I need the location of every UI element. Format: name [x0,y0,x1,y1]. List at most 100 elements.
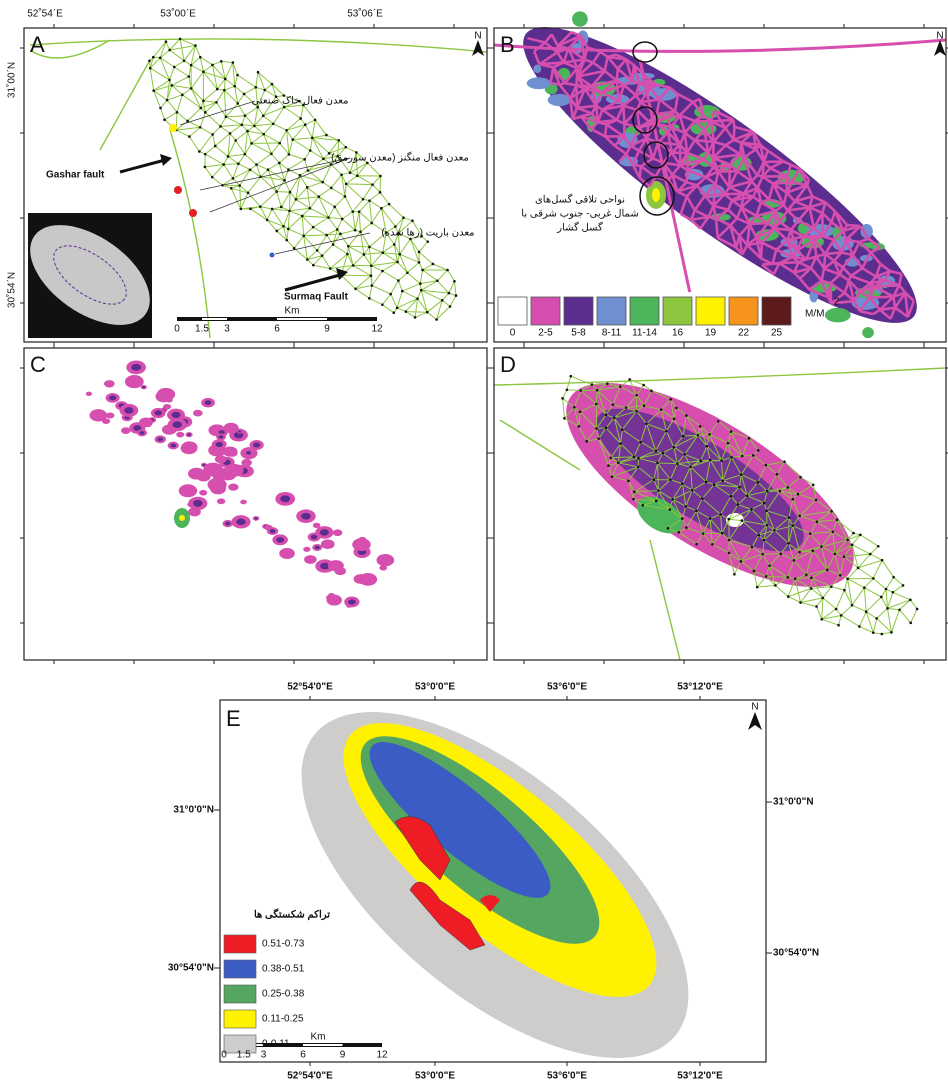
density-blob-core [246,451,251,455]
legend-swatch [564,297,593,325]
legend-swatch [729,297,758,325]
legend-unit: M/M [805,309,824,320]
scale-label: 1.5 [237,1050,251,1061]
density-blob-core [139,431,144,435]
lineament [30,39,487,52]
top-coord-label: 53˚06΄E [347,8,383,20]
mine-label: معدن فعال خاک صنعتی [252,96,349,107]
legend-label: 11-14 [632,328,657,339]
scale-label: 9 [340,1050,346,1061]
density-blob [86,392,92,396]
panel-frame [24,348,487,660]
left-coord-label: 30˚54΄N [6,272,18,308]
north-arrow [748,712,762,730]
density-blob-core [236,518,246,525]
arrow [285,275,340,290]
density-blob-core [315,546,320,550]
lineament [500,420,580,470]
legend-swatch [224,985,256,1003]
density-blob-core [172,421,182,428]
bottom-coord-label: 53°12'0"E [677,1071,723,1082]
north-label: N [474,31,481,42]
density-blob-core [311,535,317,539]
density-patch [825,308,851,323]
legend-swatch [224,935,256,953]
scale-label: 3 [224,324,230,335]
north-arrow [934,40,946,56]
scale-label: 3 [261,1050,267,1061]
density-blob [228,450,238,457]
arrow [120,160,165,172]
density-blob [217,498,225,504]
density-blob-core [172,412,181,418]
density-blob-core [254,517,257,519]
scale-unit: Km [311,1032,326,1043]
legend-label: 0.38-0.51 [262,964,305,975]
top-coord-label: 53°12'0"E [677,682,723,693]
mine [174,186,182,194]
density-blob [379,565,387,570]
mine-label: معدن باریت (رها شده) [381,228,474,239]
annotation: نواحی تلاقی گسل‌های [535,194,625,206]
lineament [650,540,680,660]
left-coord-label: 30°54'0"N [168,963,214,974]
scale-unit: Km [285,306,300,317]
density-blob [377,554,395,566]
density-blob [240,500,247,505]
density-blob-core [215,442,222,447]
legend-swatch [224,1010,256,1028]
panel-label: D [500,352,516,377]
scale-label: 6 [274,324,280,335]
density-blob-core [280,495,290,502]
density-blob [304,555,317,564]
density-blob-core [225,522,230,526]
mine [169,124,177,132]
legend-label: 19 [705,328,717,339]
mine [189,209,197,217]
density-blob-core [238,430,241,432]
density-blob-core [205,400,212,405]
scale-label: 0 [221,1050,227,1061]
bottom-coord-label: 53°6'0"E [547,1071,587,1082]
top-coord-label: 52˚54΄E [27,8,63,20]
density-blob [179,484,197,497]
scale-label: 1.5 [195,324,209,335]
scale-label: 9 [324,324,330,335]
legend-label: 0.25-0.38 [262,989,305,1000]
annotation: شمال غربی- جنوب شرقی با [521,209,638,220]
north-label: N [751,702,758,713]
scale-bar-gap [202,318,227,320]
top-coord-label: 52°54'0"E [287,682,333,693]
fault-label: Gashar fault [46,170,105,181]
map-layers [13,0,948,1084]
legend-label: 0.51-0.73 [262,939,305,950]
legend-swatch [663,297,692,325]
density-blob-core [142,386,145,388]
legend-swatch [531,297,560,325]
density-hotspot [179,515,185,521]
legend-label: 16 [672,328,684,339]
density-blob-core [276,537,284,542]
legend-label: 0.11-0.25 [262,1014,304,1025]
density-patch [862,327,874,338]
density-blob [352,538,370,551]
density-blob [303,547,310,552]
page: AN52˚54΄E53˚00΄E53˚06΄E31˚00΄N30˚54΄Nمعد… [0,0,948,1084]
density-blob [125,375,144,388]
density-blob [90,409,108,421]
legend-label: 0-0.11 [262,1039,290,1050]
left-coord-label: 31˚00΄N [6,62,18,98]
density-blob [313,523,321,528]
scale-label: 12 [371,324,383,335]
density-blob [193,410,203,417]
legend-label: 5-8 [571,328,586,339]
density-blob [328,560,344,571]
density-blob [321,539,335,549]
lineament [100,60,150,150]
mine-label: معدن فعال منگنز (معدن سورمق) [331,152,469,164]
legend-label: 25 [771,328,783,339]
arrow-head [160,154,172,166]
density-blob [228,483,238,490]
density-blob [176,432,184,438]
density-patch [527,77,551,89]
